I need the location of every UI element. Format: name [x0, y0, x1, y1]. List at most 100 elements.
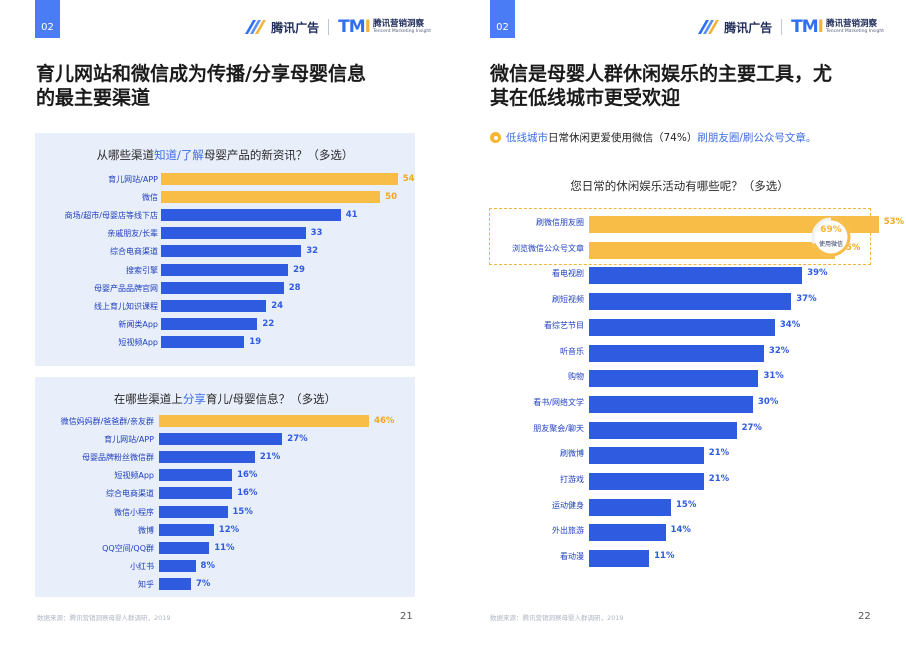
bar-category-label: 搜索引擎: [126, 265, 158, 275]
tmi-text: 腾讯营销洞察 Tencent Marketing Insight: [826, 19, 884, 35]
bar-value-label: 32: [306, 246, 319, 257]
chart-title-awareness: 从哪些渠道知道/了解母婴产品的新资讯？（多选）: [96, 148, 354, 162]
bar: [161, 281, 284, 294]
bar-category-label: 微博: [138, 525, 154, 535]
bar: [589, 293, 792, 311]
page-title-line1: 育儿网站和微信成为传播/分享母婴信息: [36, 63, 366, 85]
tencent-ads-logo: 腾讯广告: [245, 19, 319, 36]
bar-category-label: 运动健身: [552, 500, 584, 510]
bar-value-label: 45%: [840, 242, 861, 253]
bar: [159, 487, 233, 500]
page-title-line2: 其在低线城市更受欢迎: [490, 87, 681, 109]
bar-category-label: 知乎: [138, 579, 154, 589]
tencent-ads-text: 腾讯广告: [724, 20, 773, 35]
bar-value-label: 12%: [218, 524, 240, 535]
bar-value-label: 15%: [232, 506, 253, 517]
bar: [161, 263, 289, 276]
section-tag: 02: [35, 0, 60, 38]
bar-value-label: 16%: [237, 470, 258, 481]
wechat-highlight-box: [489, 208, 871, 265]
bar-category-label: 购物: [568, 372, 584, 382]
bar-category-label: 微信小程序: [114, 507, 154, 517]
logo-divider: [328, 19, 330, 35]
donut-value: 69%: [820, 225, 842, 235]
bar-category-label: 刷短视频: [552, 295, 584, 305]
bar: [159, 415, 370, 427]
bar-category-label: 刷微信朋友圈: [536, 218, 584, 227]
bar-value-label: 22: [262, 318, 275, 329]
bar-category-label: 微信: [142, 193, 158, 203]
bar: [589, 267, 803, 285]
page-right: 02 腾讯广告 TMI 腾讯营销洞察 Tencent Marketing Ins…: [453, 0, 906, 648]
bar-value-label: 27%: [741, 422, 762, 433]
key-finding-part3: 刷朋友圈/刷公众号文章。: [697, 132, 817, 144]
bar-category-label: 新闻类App: [118, 319, 158, 329]
bar-value-label: 33: [310, 228, 323, 239]
bar: [159, 541, 210, 554]
page-number: 21: [400, 611, 413, 622]
bar-category-label: 打游戏: [560, 475, 584, 484]
source-footer: 数据来源：腾讯营销洞察母婴人群调研，2019: [37, 614, 171, 622]
bar-value-label: 19: [249, 336, 262, 347]
bar: [161, 209, 341, 222]
bullet-icon: [490, 132, 501, 143]
bar: [589, 473, 704, 490]
bar-value-label: 16%: [237, 488, 258, 499]
bar-category-label: 短视频App: [118, 337, 158, 347]
key-finding: 低线城市 日常休闲更爱使用微信（74%） 刷朋友圈/刷公众号文章。: [490, 130, 816, 145]
tencent-ads-icon: [698, 20, 720, 34]
header-logos: 腾讯广告 TMI 腾讯营销洞察 Tencent Marketing Insigh…: [245, 16, 431, 38]
bar-category-label: 刷微博: [560, 449, 584, 459]
page-title-line1: 微信是母婴人群休闲娱乐的主要工具，尤: [490, 63, 833, 85]
bar-value-label: 32%: [768, 345, 790, 356]
bar: [589, 550, 650, 568]
tmi-mark: TMI: [791, 17, 824, 37]
bar: [159, 577, 191, 590]
bar: [161, 335, 245, 348]
bar-category-label: 短视频App: [114, 471, 154, 481]
bar: [589, 447, 704, 465]
bar-category-label: 听音乐: [560, 346, 584, 356]
bar: [161, 227, 306, 240]
bar: [159, 523, 214, 536]
bar-category-label: 育儿网站/APP: [104, 435, 154, 445]
chart-panel-awareness: 从哪些渠道知道/了解母婴产品的新资讯？（多选） 育儿网站/APP 54 微信 50 商场…: [35, 133, 415, 366]
tencent-ads-icon: [245, 20, 267, 34]
bar: [161, 245, 302, 258]
bar: [589, 318, 775, 336]
page-title: 微信是母婴人群休闲娱乐的主要工具，尤 其在低线城市更受欢迎: [490, 62, 832, 110]
bar-value-label: 24: [271, 300, 284, 311]
bar-value-label: 8%: [200, 560, 215, 571]
bar-category-label: 综合电商渠道: [106, 489, 154, 499]
bar-value-label: 37%: [796, 294, 817, 305]
bar: [589, 216, 879, 233]
page-number: 22: [858, 611, 871, 622]
bar: [161, 191, 381, 204]
bar-value-label: 39%: [807, 268, 828, 279]
bar-category-label: 商场/超市/母婴店等线下店: [64, 211, 158, 221]
bar: [589, 524, 666, 542]
bar: [159, 469, 233, 482]
key-finding-part2: 日常休闲更爱使用微信（74%）: [548, 132, 698, 144]
header-logos: 腾讯广告 TMI 腾讯营销洞察 Tencent Marketing Insigh…: [698, 16, 884, 38]
donut-arc: [811, 217, 851, 257]
logo-divider: [781, 19, 783, 35]
page-left: 02 腾讯广告 TMI 腾讯营销洞察 Tencent Marketing Ins…: [35, 0, 431, 622]
bar-category-label: 看书/网络文学: [533, 397, 584, 407]
bar-category-label: 母婴产品品牌官网: [94, 283, 158, 293]
bar: [589, 395, 753, 413]
tmi-text: 腾讯营销洞察 Tencent Marketing Insight: [373, 19, 431, 35]
tmi-en: Tencent Marketing Insight: [373, 29, 431, 34]
bar-category-label: 小红书: [130, 561, 154, 571]
bar: [159, 505, 228, 518]
bar-category-label: 浏览微信公众号文章: [512, 243, 584, 253]
tmi-mark: TMI: [338, 17, 371, 37]
bar: [589, 498, 671, 516]
bar: [161, 173, 398, 185]
bar: [589, 241, 835, 259]
bar: [589, 344, 764, 362]
bar-category-label: QQ空间/QQ群: [102, 543, 154, 553]
bar-value-label: 27%: [287, 434, 308, 445]
bar-category-label: 看综艺节目: [544, 320, 584, 330]
bar: [161, 299, 267, 312]
